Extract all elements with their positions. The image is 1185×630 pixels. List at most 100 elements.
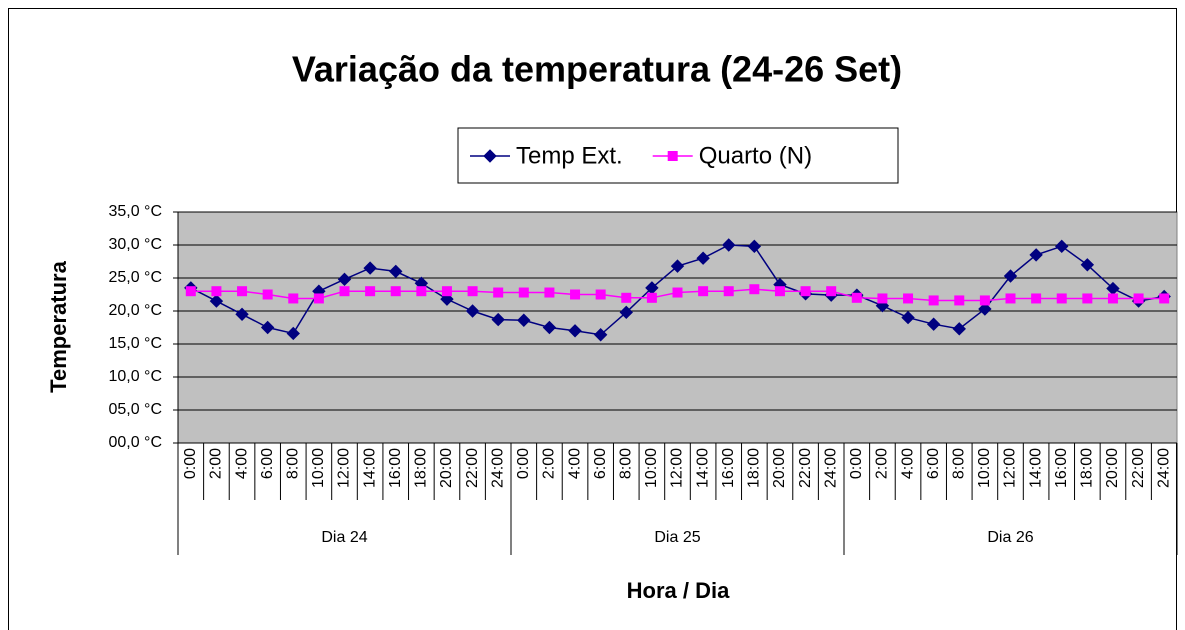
legend-label: Quarto (N) [699, 142, 812, 169]
marker [826, 286, 837, 297]
x-tick-label: 20:00 [438, 448, 455, 488]
x-tick-label: 16:00 [387, 448, 404, 488]
legend-box [457, 127, 899, 184]
marker [211, 286, 222, 297]
marker [1055, 239, 1069, 254]
x-tick-label: 4:00 [233, 448, 250, 479]
y-tick-label: 30,0 °C [108, 236, 162, 253]
x-tick-label: 0:00 [515, 448, 532, 479]
marker [390, 286, 401, 297]
marker [696, 251, 710, 265]
marker [1080, 258, 1095, 272]
x-tick-label: 8:00 [950, 448, 967, 479]
marker [672, 287, 683, 298]
marker [313, 293, 324, 304]
x-tick-label: 2:00 [208, 448, 225, 479]
marker [928, 295, 939, 306]
plot-area [177, 211, 1178, 444]
marker [800, 286, 811, 297]
marker [235, 307, 249, 322]
marker [260, 320, 275, 335]
marker [483, 149, 497, 163]
marker [723, 286, 734, 297]
x-tick-label: 0:00 [182, 448, 199, 479]
marker [467, 286, 478, 297]
marker [1029, 248, 1043, 262]
marker [646, 292, 657, 303]
x-tick-label: 2:00 [874, 448, 891, 479]
marker [339, 286, 350, 297]
marker [619, 305, 633, 320]
y-tick-label: 15,0 °C [108, 335, 162, 352]
x-tick-label: 24:00 [1155, 448, 1172, 488]
y-tick-label: 05,0 °C [108, 401, 162, 418]
x-tick-label: 20:00 [1104, 448, 1121, 488]
y-tick-label: 35,0 °C [108, 203, 162, 220]
marker [493, 287, 504, 298]
marker [416, 286, 427, 297]
x-tick-label: 14:00 [361, 448, 378, 488]
group-label: Dia 24 [321, 529, 367, 546]
x-tick-label: 12:00 [336, 448, 353, 488]
marker [288, 293, 299, 304]
x-tick-label: 10:00 [643, 448, 660, 488]
x-tick-label: 6:00 [592, 448, 609, 479]
marker [667, 151, 678, 161]
marker [491, 312, 505, 327]
group-label: Dia 25 [654, 529, 700, 546]
group-label: Dia 26 [987, 529, 1033, 546]
y-tick-label: 10,0 °C [108, 368, 162, 385]
x-axis-title: Hora / Dia [627, 578, 730, 603]
marker [542, 320, 557, 335]
marker [337, 272, 352, 287]
marker [1056, 293, 1067, 304]
x-tick-label: 18:00 [746, 448, 763, 488]
x-tick-label: 4:00 [899, 448, 916, 479]
x-tick-label: 22:00 [797, 448, 814, 488]
marker [568, 324, 582, 338]
x-tick-label: 6:00 [259, 448, 276, 479]
marker [1082, 293, 1093, 304]
marker [749, 284, 760, 295]
x-tick-label: 24:00 [489, 448, 506, 488]
x-tick-label: 14:00 [1027, 448, 1044, 488]
marker [901, 310, 915, 325]
marker [518, 287, 529, 298]
x-tick-label: 8:00 [284, 448, 301, 479]
y-tick-label: 20,0 °C [108, 302, 162, 319]
y-tick-label: 00,0 °C [108, 434, 162, 451]
marker [1005, 293, 1016, 304]
marker [670, 259, 685, 273]
marker [237, 286, 248, 297]
marker [185, 286, 196, 297]
marker [286, 326, 300, 341]
x-tick-label: 4:00 [566, 448, 583, 479]
x-tick-label: 10:00 [976, 448, 993, 488]
x-tick-label: 10:00 [310, 448, 327, 488]
x-tick-label: 24:00 [822, 448, 839, 488]
marker [774, 286, 785, 297]
marker [465, 304, 480, 318]
marker [593, 328, 608, 342]
marker [903, 293, 914, 304]
marker [979, 295, 990, 306]
marker [722, 238, 736, 252]
x-tick-label: 22:00 [1130, 448, 1147, 488]
y-axis-title: Temperatura [46, 260, 71, 392]
marker [952, 322, 966, 336]
x-tick-label: 22:00 [464, 448, 481, 488]
marker [1159, 293, 1170, 304]
marker [1003, 269, 1018, 283]
marker [926, 317, 941, 331]
x-tick-label: 2:00 [541, 448, 558, 479]
legend-label: Temp Ext. [516, 142, 623, 169]
x-tick-label: 16:00 [1053, 448, 1070, 488]
marker [1107, 293, 1118, 304]
x-tick-label: 20:00 [771, 448, 788, 488]
marker [262, 289, 273, 300]
x-tick-label: 8:00 [617, 448, 634, 479]
marker [877, 293, 888, 304]
marker [570, 289, 581, 300]
marker [209, 294, 224, 308]
